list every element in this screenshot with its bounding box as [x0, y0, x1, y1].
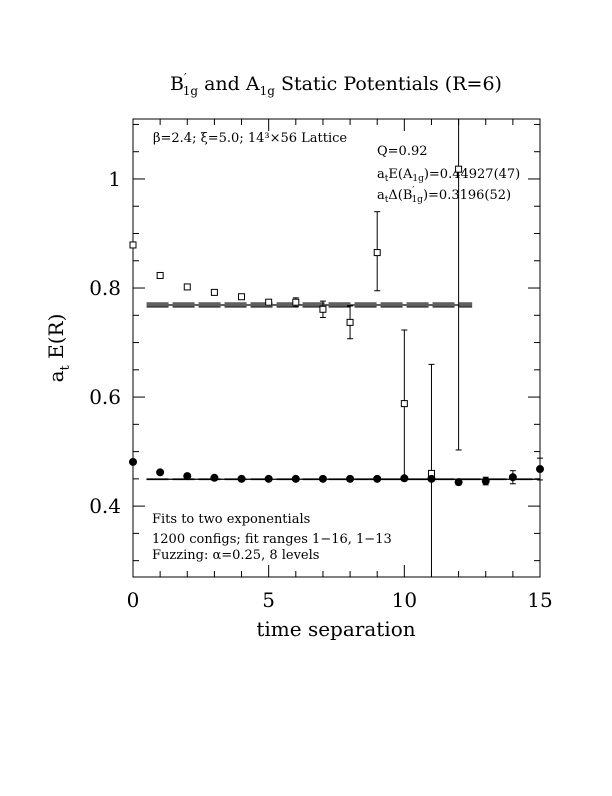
square-point	[210, 288, 218, 296]
square-point	[265, 298, 273, 306]
filled-point	[210, 473, 219, 482]
filled-point	[346, 474, 355, 483]
y-tick-label: 0.4	[89, 494, 121, 518]
x-tick-label: 5	[262, 588, 275, 612]
filled-point	[508, 473, 517, 482]
lattice-annotation: β=2.4; ξ=5.0; 14³×56 Lattice	[153, 131, 347, 146]
plot-frame	[132, 118, 541, 578]
chart-title: B′ 1g and A1g Static Potentials (R=6)	[170, 71, 502, 98]
fit-note-1: Fits to two exponentials	[152, 512, 310, 527]
square-point	[400, 400, 408, 408]
filled-point	[454, 478, 463, 487]
filled-point	[237, 474, 246, 483]
filled-point	[536, 465, 544, 474]
square-point	[183, 283, 191, 291]
x-axis-label: time separation	[256, 617, 415, 641]
filled-point	[129, 457, 137, 466]
filled-point	[400, 474, 409, 483]
fit-note-3: Fuzzing: α=0.25, 8 levels	[152, 548, 319, 563]
square-point	[319, 305, 327, 313]
square-point	[129, 241, 137, 249]
square-point	[292, 298, 300, 306]
y-tick-label: 0.8	[89, 276, 121, 300]
square-point	[238, 293, 246, 301]
y-axis-tick-labels: 0.4 0.6 0.8 1	[89, 167, 121, 518]
filled-point	[427, 474, 436, 483]
filled-point	[183, 472, 192, 481]
x-tick-label: 0	[127, 588, 140, 612]
y-axis-label: at E(R)	[44, 314, 73, 383]
square-point	[455, 165, 463, 173]
square-point	[156, 271, 164, 279]
fit-lines	[146, 302, 540, 481]
filled-point	[373, 474, 382, 483]
x-tick-label: 15	[527, 588, 552, 612]
y-tick-label: 0.6	[89, 385, 121, 409]
x-tick-label: 10	[392, 588, 417, 612]
fit-note-2: 1200 configs; fit ranges 1−16, 1−13	[152, 532, 392, 547]
b1g-gap-annotation: atΔ(B′ 1g)=0.3196(52)	[377, 186, 511, 205]
filled-point	[481, 477, 490, 486]
filled-point	[264, 474, 273, 483]
filled-point	[156, 468, 165, 477]
square-point	[346, 318, 354, 326]
square-point	[373, 249, 381, 257]
x-axis-ticks	[132, 119, 541, 577]
filled-point	[318, 474, 327, 483]
a1g-energy-annotation: atE(A1g)=0.44927(47)	[377, 167, 520, 184]
data-series	[129, 119, 544, 577]
q-annotation: Q=0.92	[377, 144, 428, 159]
x-axis-tick-labels: 0 5 10 15	[127, 588, 553, 612]
filled-point	[291, 474, 300, 483]
y-tick-label: 1	[108, 167, 121, 191]
